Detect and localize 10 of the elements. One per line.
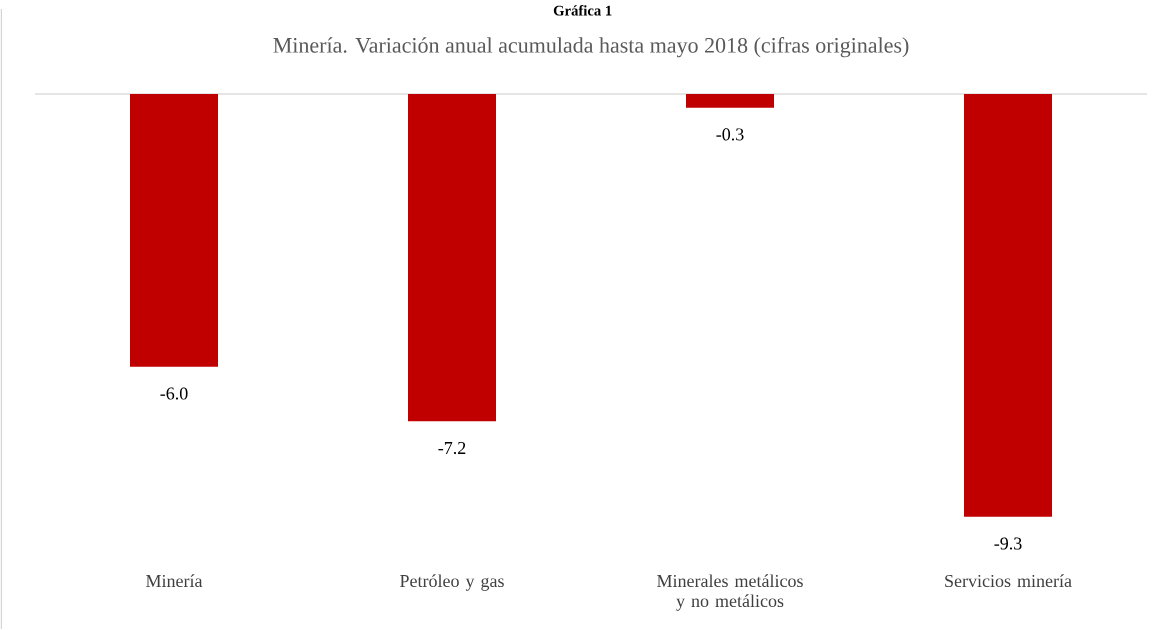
data-label: -0.3 xyxy=(716,128,744,141)
x-tick-label: Minería xyxy=(146,574,203,588)
text: Gráfica 1 xyxy=(553,5,612,16)
data-label: -7.2 xyxy=(438,442,466,455)
data-label: -9.3 xyxy=(994,537,1022,550)
chart-title: Minería. Variación anual acumulada hasta mayo 2018 (cifras originales) xyxy=(273,37,909,58)
x-tick-label: Servicios minería xyxy=(945,574,1072,588)
data-label: -6.0 xyxy=(160,387,188,400)
x-tick-label: Petróleo y gas xyxy=(400,574,504,592)
x-tick-label: Minerales metálicos y no metálicos xyxy=(657,574,803,612)
